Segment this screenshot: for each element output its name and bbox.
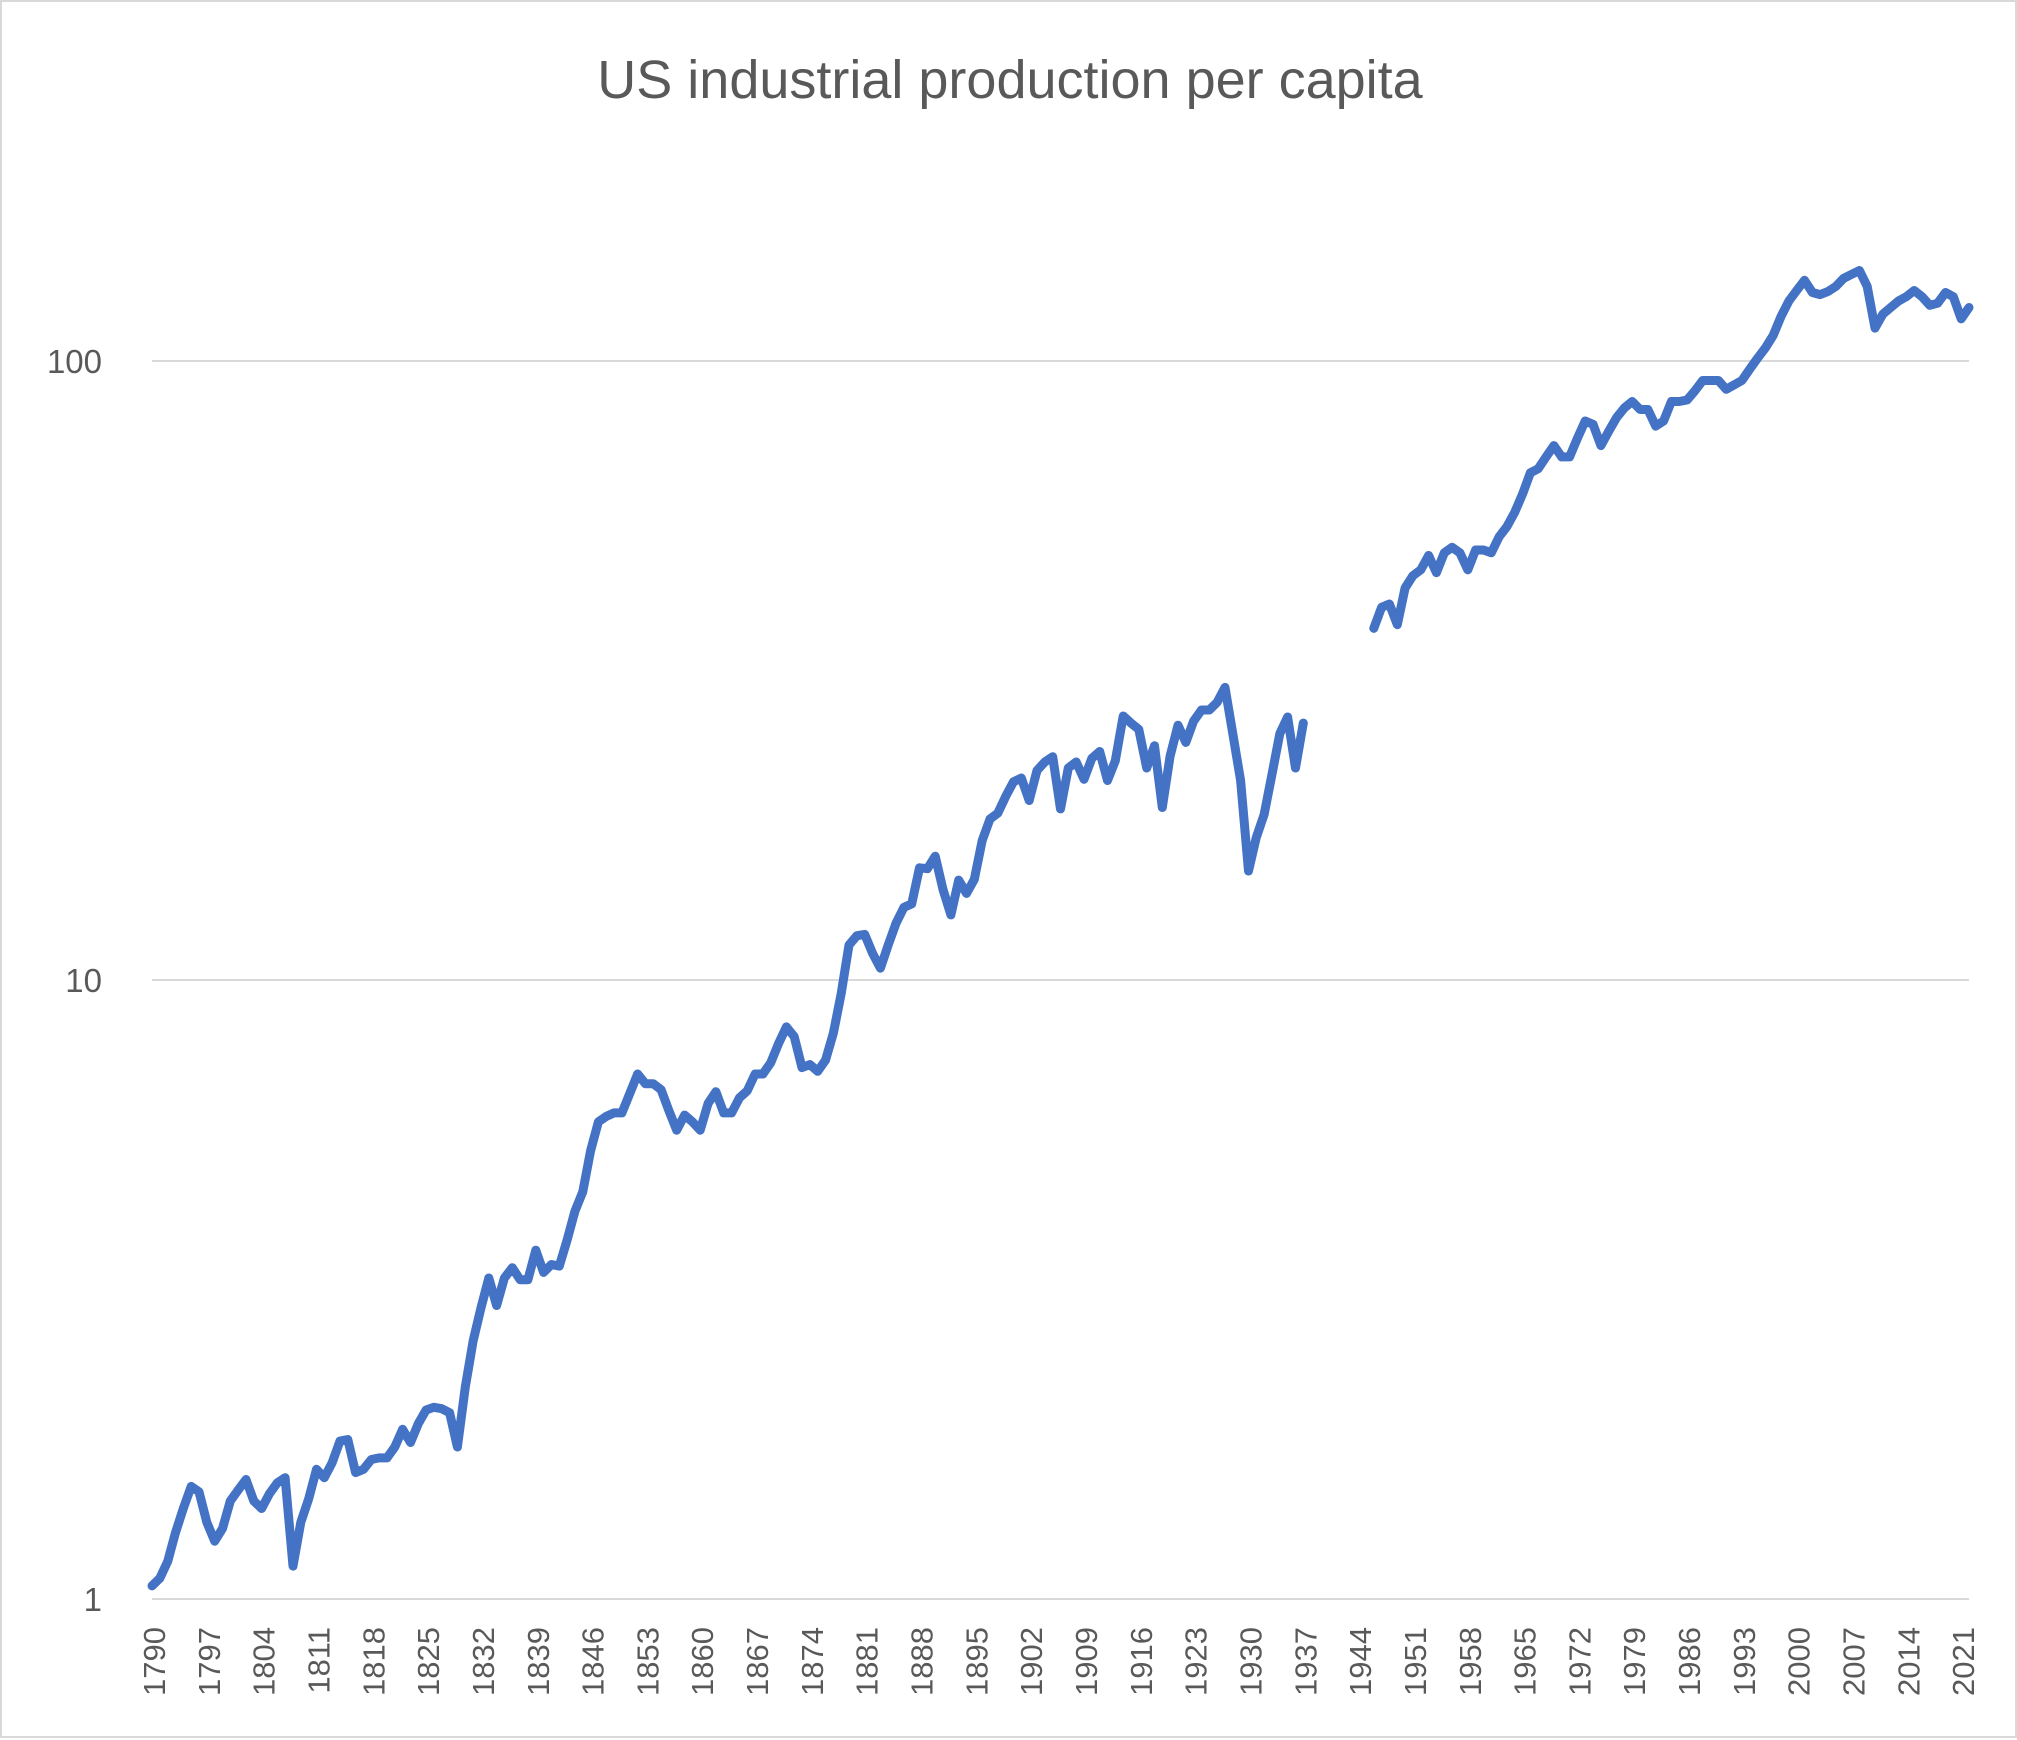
x-tick-label: 1972 (1562, 1627, 1597, 1696)
x-tick-label: 1909 (1069, 1627, 1104, 1696)
x-tick-label: 1965 (1508, 1627, 1543, 1696)
x-tick-label: 1867 (740, 1627, 775, 1696)
x-tick-label: 1874 (795, 1627, 830, 1696)
x-tick-label: 1944 (1343, 1627, 1378, 1696)
x-tick-label: 1951 (1398, 1627, 1433, 1696)
x-tick-label: 1818 (356, 1627, 391, 1696)
x-tick-label: 1839 (521, 1627, 556, 1696)
x-tick-label: 1881 (850, 1627, 885, 1696)
x-tick-label: 1986 (1672, 1627, 1707, 1696)
x-tick-label: 1923 (1179, 1627, 1214, 1696)
x-tick-label: 1846 (576, 1627, 611, 1696)
x-tick-label: 1811 (301, 1627, 336, 1694)
x-axis-tick-labels: 1790 1797 1804 1811 1818 1825 1832 1839 1846 1853… (137, 1627, 1981, 1696)
data-series (147, 266, 1974, 1591)
x-tick-label: 1979 (1617, 1627, 1652, 1696)
y-axis-tick-labels: 1 10 100 (47, 343, 102, 1618)
x-tick-label: 1832 (466, 1627, 501, 1696)
x-tick-label: 1993 (1727, 1627, 1762, 1696)
x-tick-label: 1958 (1453, 1627, 1488, 1696)
chart-title: US industrial production per capita (597, 50, 1423, 110)
x-tick-label: 2021 (1946, 1627, 1981, 1696)
x-tick-label: 1853 (630, 1627, 665, 1696)
x-tick-label: 1797 (192, 1627, 227, 1696)
x-tick-label: 1930 (1233, 1627, 1268, 1696)
x-tick-label: 1888 (905, 1627, 940, 1696)
gridlines (152, 360, 1969, 1600)
x-tick-label: 2007 (1837, 1627, 1872, 1696)
y-tick-label: 1 (84, 1581, 102, 1618)
x-tick-label: 2014 (1891, 1627, 1926, 1696)
x-tick-label: 1937 (1288, 1627, 1323, 1696)
x-tick-label: 1804 (247, 1627, 282, 1696)
y-tick-label: 10 (65, 962, 102, 999)
x-tick-label: 1902 (1014, 1627, 1049, 1696)
x-tick-label: 1825 (411, 1627, 446, 1696)
x-tick-label: 1860 (685, 1627, 720, 1696)
y-tick-label: 100 (47, 343, 102, 380)
x-tick-label: 1895 (959, 1627, 994, 1696)
x-tick-label: 1916 (1124, 1627, 1159, 1696)
series-line-segment (1369, 266, 1974, 633)
x-tick-label: 2000 (1782, 1627, 1817, 1696)
series-line-segment (147, 682, 1308, 1591)
x-tick-label: 1790 (137, 1627, 172, 1696)
